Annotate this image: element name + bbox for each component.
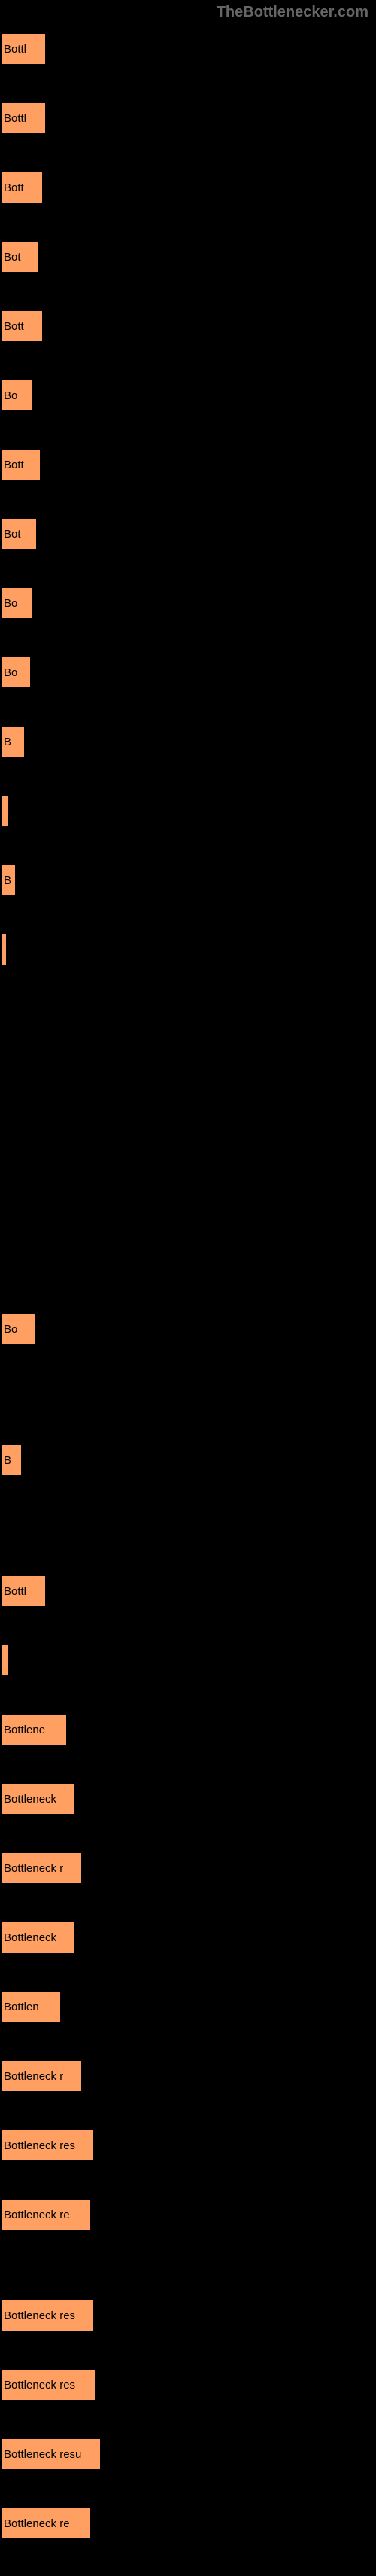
bar: Bottleneck resu	[0, 2437, 102, 2471]
bar: Bottleneck r	[0, 2059, 83, 2093]
bar-label: Bot	[4, 528, 21, 541]
bar-row: B	[0, 725, 376, 758]
bar: Bottl	[0, 102, 47, 135]
bar-label: Bott	[4, 459, 24, 471]
bar-label: Bott	[4, 181, 24, 194]
bar-row	[0, 933, 376, 966]
bar-row: B	[0, 864, 376, 897]
bar-chart-container: Bottl Bottl Bott Bot Bott Bo Bott Bot Bo Bo B B Bo B B…	[0, 32, 376, 2540]
bar-row: Bottleneck re	[0, 2198, 376, 2231]
bar: Bott	[0, 448, 41, 481]
bar-label: Bottleneck res	[4, 2379, 75, 2392]
bar-row: Bottlene	[0, 1713, 376, 1746]
bar-label: Bo	[4, 1323, 17, 1336]
bar: Bottleneck r	[0, 1852, 83, 1885]
bar: B	[0, 725, 26, 758]
bar-label: Bottleneck	[4, 1793, 56, 1806]
bar-row: Bot	[0, 517, 376, 550]
bar-label: B	[4, 874, 11, 887]
bar: Bot	[0, 517, 38, 550]
watermark-text: TheBottlenecker.com	[0, 4, 376, 21]
bar: Bottl	[0, 1575, 47, 1608]
bar-row: Bottleneck re	[0, 2507, 376, 2540]
bar-row: Bottl	[0, 102, 376, 135]
bar: Bott	[0, 309, 44, 343]
bar-row: Bo	[0, 656, 376, 689]
bar: Bottlen	[0, 1990, 62, 2023]
bar-row: Bott	[0, 309, 376, 343]
bar-row	[0, 794, 376, 828]
bar-row: Bottleneck res	[0, 2129, 376, 2162]
bar-row: Bottleneck res	[0, 2368, 376, 2401]
bar: Bottleneck res	[0, 2129, 95, 2162]
bar: Bottleneck re	[0, 2507, 92, 2540]
bar-label: Bottlene	[4, 1724, 45, 1736]
bar: Bottleneck re	[0, 2198, 92, 2231]
bar-row: Bottleneck r	[0, 1852, 376, 1885]
bar-row: B	[0, 1443, 376, 1477]
bar-row: Bottleneck	[0, 1921, 376, 1954]
bar-row: Bottl	[0, 1575, 376, 1608]
bar: B	[0, 1443, 23, 1477]
bar: Bo	[0, 587, 33, 620]
bar-label: Bottlen	[4, 2001, 39, 2014]
bar-label: B	[4, 736, 11, 748]
bar: Bot	[0, 240, 39, 273]
bar: Bottl	[0, 32, 47, 66]
bar-label: Bottleneck r	[4, 2070, 63, 2083]
bar-row: Bottleneck res	[0, 2299, 376, 2332]
bar-label: Bottleneck	[4, 1931, 56, 1944]
bar-row: Bo	[0, 587, 376, 620]
bar-label: Bottleneck r	[4, 1862, 63, 1875]
bar: Bottleneck res	[0, 2299, 95, 2332]
bar: Bottleneck	[0, 1921, 75, 1954]
bar-row: Bott	[0, 171, 376, 204]
bar-label: Bottleneck re	[4, 2517, 70, 2530]
bar-row: Bot	[0, 240, 376, 273]
bar	[0, 794, 9, 828]
bar-label: Bo	[4, 389, 17, 402]
bar-label: Bottleneck re	[4, 2209, 70, 2221]
bar: Bottleneck res	[0, 2368, 96, 2401]
bar-label: Bo	[4, 597, 17, 610]
bar-label: Bottleneck resu	[4, 2448, 81, 2461]
bar-row: Bo	[0, 1312, 376, 1346]
bar-row: Bott	[0, 448, 376, 481]
bar-label: Bottl	[4, 1585, 26, 1598]
bar: Bo	[0, 656, 32, 689]
bar: Bottleneck	[0, 1782, 75, 1815]
bar	[0, 933, 8, 966]
bar-row: Bo	[0, 379, 376, 412]
bar-label: Bottleneck res	[4, 2139, 75, 2152]
bar-label: Bottleneck res	[4, 2309, 75, 2322]
bar-row	[0, 1644, 376, 1677]
bar-row: Bottleneck r	[0, 2059, 376, 2093]
bar-label: Bo	[4, 666, 17, 679]
bar-row: Bottl	[0, 32, 376, 66]
bar-label: Bottl	[4, 43, 26, 56]
bar: Bottlene	[0, 1713, 68, 1746]
bar-row: Bottlen	[0, 1990, 376, 2023]
bar-row: Bottleneck	[0, 1782, 376, 1815]
bar-label: Bot	[4, 251, 21, 264]
bar: Bo	[0, 1312, 36, 1346]
bar-label: B	[4, 1454, 11, 1467]
bar-row: Bottleneck resu	[0, 2437, 376, 2471]
bar: B	[0, 864, 17, 897]
bar	[0, 1644, 9, 1677]
bar: Bott	[0, 171, 44, 204]
bar-label: Bott	[4, 320, 24, 333]
bar-label: Bottl	[4, 112, 26, 125]
bar: Bo	[0, 379, 33, 412]
